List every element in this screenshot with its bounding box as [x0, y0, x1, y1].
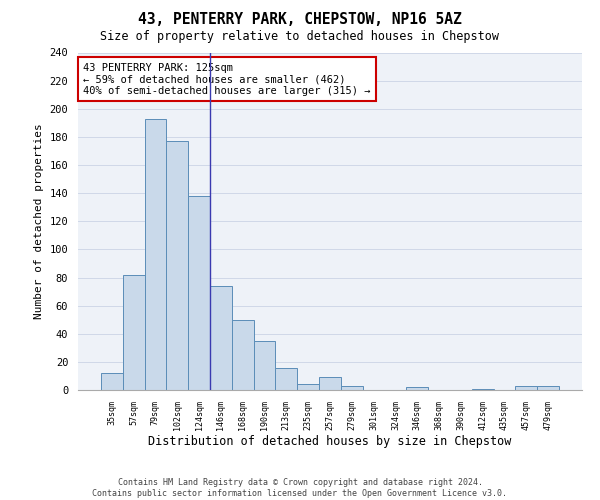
Text: 43 PENTERRY PARK: 125sqm
← 59% of detached houses are smaller (462)
40% of semi-: 43 PENTERRY PARK: 125sqm ← 59% of detach…: [83, 62, 371, 96]
Bar: [341, 386, 363, 390]
Bar: [188, 196, 210, 390]
Bar: [123, 274, 145, 390]
Bar: [472, 388, 494, 390]
Bar: [406, 387, 428, 390]
Bar: [210, 286, 232, 390]
Bar: [319, 378, 341, 390]
Bar: [515, 386, 537, 390]
Bar: [145, 118, 166, 390]
Y-axis label: Number of detached properties: Number of detached properties: [34, 124, 44, 319]
Text: Size of property relative to detached houses in Chepstow: Size of property relative to detached ho…: [101, 30, 499, 43]
Bar: [254, 341, 275, 390]
Text: Contains HM Land Registry data © Crown copyright and database right 2024.
Contai: Contains HM Land Registry data © Crown c…: [92, 478, 508, 498]
Bar: [297, 384, 319, 390]
Bar: [232, 320, 254, 390]
Bar: [275, 368, 297, 390]
Bar: [101, 373, 123, 390]
Bar: [166, 141, 188, 390]
Text: 43, PENTERRY PARK, CHEPSTOW, NP16 5AZ: 43, PENTERRY PARK, CHEPSTOW, NP16 5AZ: [138, 12, 462, 28]
X-axis label: Distribution of detached houses by size in Chepstow: Distribution of detached houses by size …: [148, 436, 512, 448]
Bar: [537, 386, 559, 390]
